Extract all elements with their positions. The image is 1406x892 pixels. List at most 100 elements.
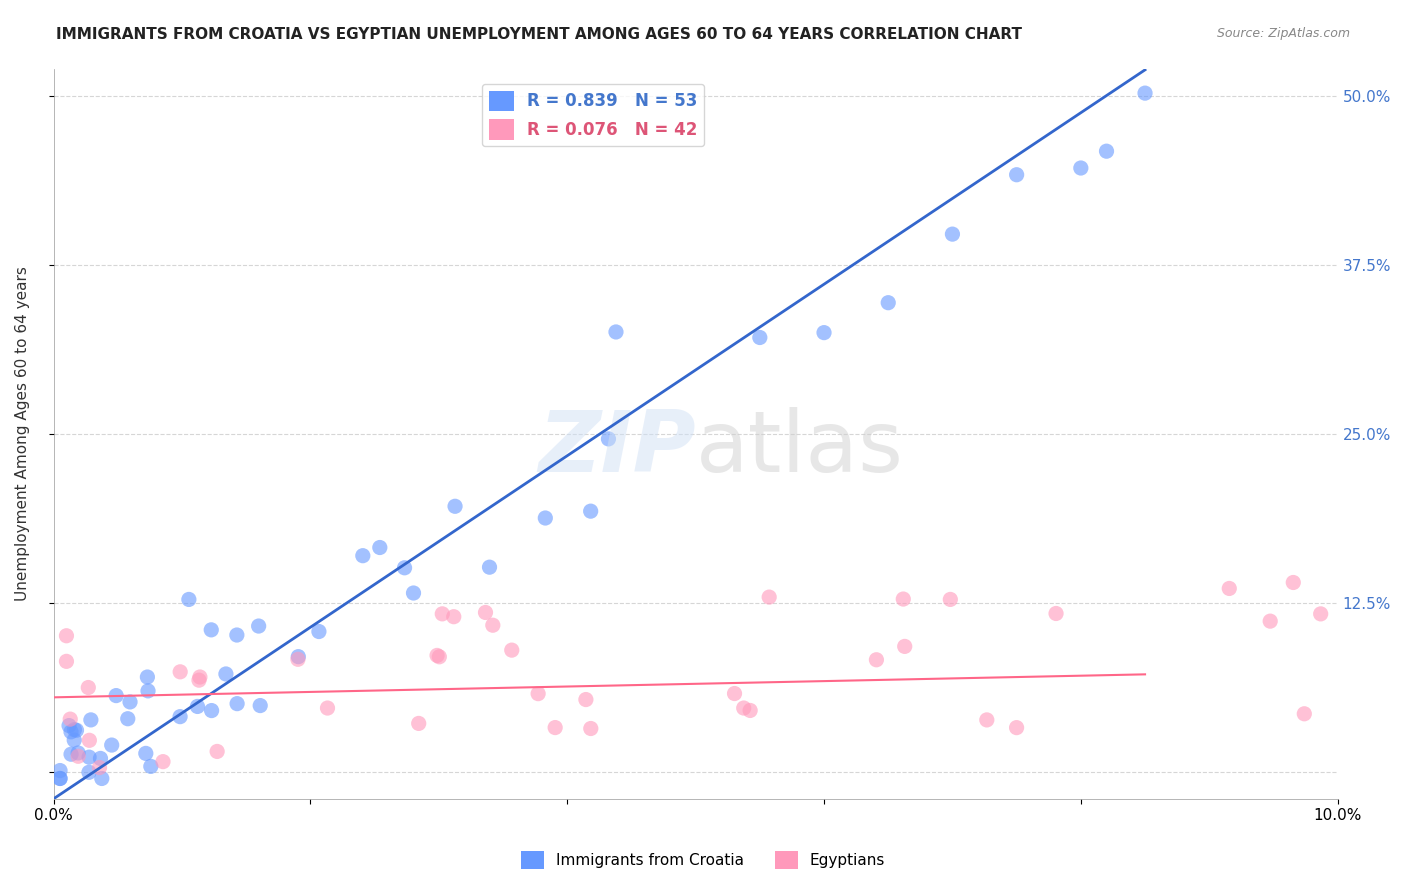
Point — [1070, 161, 1092, 175]
Y-axis label: Unemployment Among Ages 60 to 64 years: Unemployment Among Ages 60 to 64 years — [15, 266, 30, 601]
Point — [287, 652, 309, 666]
Point — [740, 703, 762, 717]
Point — [444, 500, 467, 514]
Point — [152, 755, 174, 769]
Point — [60, 747, 83, 762]
Point — [598, 432, 620, 446]
Point — [79, 733, 101, 747]
Point — [55, 629, 77, 643]
Point — [118, 695, 141, 709]
Point — [188, 670, 211, 684]
Text: atlas: atlas — [696, 407, 904, 490]
Point — [89, 761, 111, 775]
Point — [226, 697, 249, 711]
Point — [575, 692, 598, 706]
Point — [308, 624, 330, 639]
Point — [579, 504, 602, 518]
Point — [1005, 168, 1028, 182]
Point — [100, 738, 122, 752]
Point — [976, 713, 998, 727]
Point — [215, 667, 238, 681]
Point — [877, 295, 900, 310]
Point — [1095, 145, 1118, 159]
Point — [77, 750, 100, 764]
Point — [77, 681, 100, 695]
Point — [402, 586, 425, 600]
Point — [534, 511, 557, 525]
Point — [67, 746, 90, 760]
Point — [939, 592, 962, 607]
Point — [55, 654, 77, 668]
Point — [225, 628, 247, 642]
Point — [891, 592, 914, 607]
Point — [169, 709, 191, 723]
Point — [136, 684, 159, 698]
Point — [90, 772, 112, 786]
Point — [287, 649, 309, 664]
Point — [1282, 575, 1305, 590]
Text: Source: ZipAtlas.com: Source: ZipAtlas.com — [1216, 27, 1350, 40]
Point — [60, 724, 83, 739]
Point — [249, 698, 271, 713]
Point — [49, 772, 72, 786]
Point — [605, 325, 627, 339]
Point — [408, 716, 430, 731]
Legend: R = 0.839   N = 53, R = 0.076   N = 42: R = 0.839 N = 53, R = 0.076 N = 42 — [482, 84, 704, 146]
Point — [758, 590, 780, 604]
Point — [49, 764, 72, 778]
Point — [813, 326, 835, 340]
Text: IMMIGRANTS FROM CROATIA VS EGYPTIAN UNEMPLOYMENT AMONG AGES 60 TO 64 YEARS CORRE: IMMIGRANTS FROM CROATIA VS EGYPTIAN UNEM… — [56, 27, 1022, 42]
Point — [893, 640, 915, 654]
Point — [501, 643, 523, 657]
Point — [733, 701, 755, 715]
Point — [89, 751, 111, 765]
Point — [723, 687, 745, 701]
Point — [105, 689, 128, 703]
Point — [432, 607, 454, 621]
Point — [49, 772, 72, 786]
Text: ZIP: ZIP — [538, 407, 696, 490]
Point — [316, 701, 339, 715]
Point — [1218, 582, 1240, 596]
Point — [865, 653, 887, 667]
Point — [443, 609, 465, 624]
Point — [941, 227, 963, 241]
Point — [58, 718, 80, 732]
Point — [77, 765, 100, 780]
Point — [117, 712, 139, 726]
Point — [394, 561, 416, 575]
Point — [1005, 721, 1028, 735]
Point — [188, 673, 211, 688]
Point — [177, 592, 200, 607]
Point — [247, 619, 270, 633]
Point — [205, 744, 228, 758]
Point — [474, 606, 496, 620]
Point — [59, 712, 82, 726]
Point — [65, 723, 87, 738]
Point — [169, 665, 191, 679]
Point — [579, 722, 602, 736]
Point — [478, 560, 501, 574]
Point — [135, 747, 157, 761]
Point — [427, 649, 450, 664]
Point — [1045, 607, 1067, 621]
Point — [136, 670, 159, 684]
Point — [63, 733, 86, 747]
Point — [368, 541, 391, 555]
Point — [1309, 607, 1331, 621]
Point — [1258, 614, 1281, 628]
Point — [352, 549, 374, 563]
Point — [67, 749, 90, 764]
Point — [63, 723, 86, 737]
Point — [80, 713, 103, 727]
Point — [139, 759, 162, 773]
Point — [200, 704, 222, 718]
Point — [426, 648, 449, 663]
Legend: Immigrants from Croatia, Egyptians: Immigrants from Croatia, Egyptians — [515, 845, 891, 875]
Point — [1294, 706, 1316, 721]
Point — [527, 687, 550, 701]
Point — [748, 330, 770, 344]
Point — [1133, 86, 1156, 100]
Point — [544, 721, 567, 735]
Point — [200, 623, 222, 637]
